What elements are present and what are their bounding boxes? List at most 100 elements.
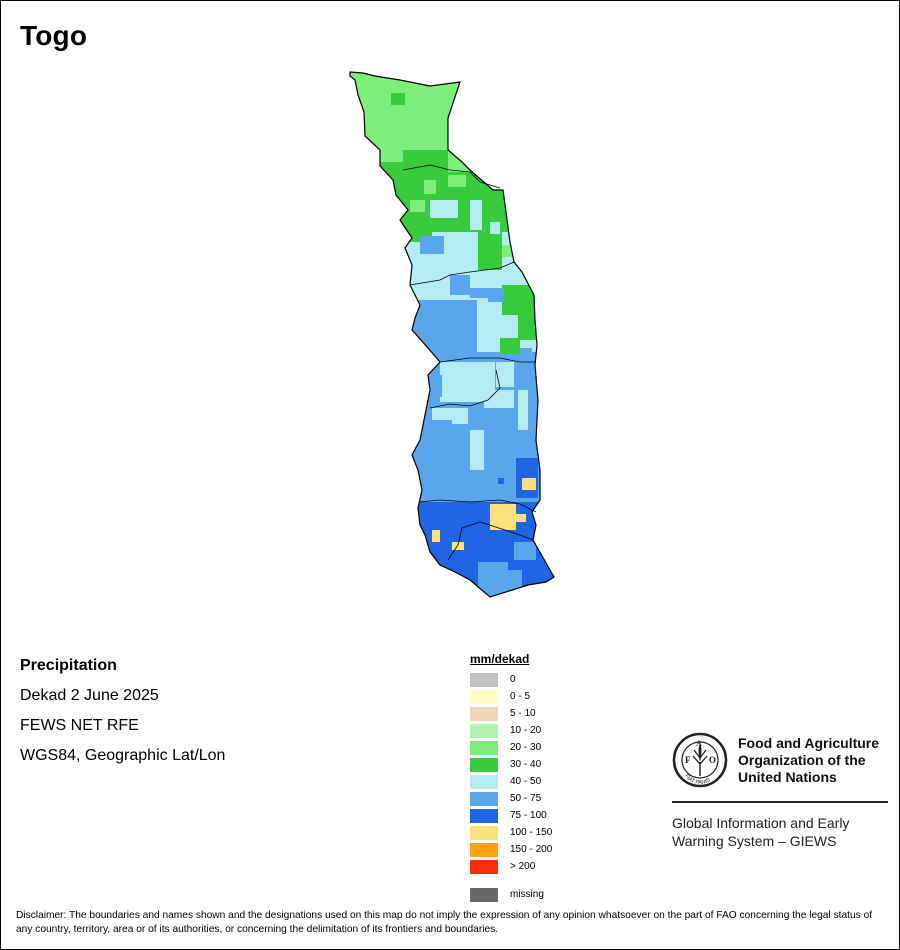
source-label: FEWS NET RFE: [20, 717, 139, 734]
cell: [496, 362, 514, 387]
togo-map: [349, 71, 555, 598]
cell: [518, 390, 528, 430]
legend-item: 100 - 150: [470, 824, 552, 841]
cell: [484, 390, 514, 408]
legend-title: mm/dekad: [470, 652, 530, 666]
legend-swatch: [470, 825, 498, 840]
cell: [391, 93, 405, 105]
cell: [440, 338, 470, 358]
fao-name-line: United Nations: [738, 769, 837, 785]
divider: [672, 801, 888, 803]
legend-label: > 200: [510, 861, 536, 872]
legend-label: 50 - 75: [510, 793, 542, 804]
region-boundary: [439, 357, 536, 363]
legend-item: 150 - 200: [470, 841, 552, 858]
legend-swatch: [470, 740, 498, 755]
legend-item: 75 - 100: [470, 807, 552, 824]
legend-item: 5 - 10: [470, 705, 552, 722]
region-boundary: [419, 499, 537, 513]
legend-swatch: [470, 672, 498, 687]
cell: [432, 530, 440, 542]
legend-swatch: [470, 808, 498, 823]
legend-item: 40 - 50: [470, 773, 552, 790]
legend-label: 20 - 30: [510, 742, 542, 753]
cell: [490, 504, 516, 530]
cell: [450, 275, 470, 295]
legend-label: 5 - 10: [510, 708, 536, 719]
cell: [498, 478, 504, 484]
legend-swatch: [470, 706, 498, 721]
legend-label: 40 - 50: [510, 776, 542, 787]
legend-swatch: [470, 842, 498, 857]
variable-label: Precipitation: [20, 657, 117, 674]
cell: [470, 430, 484, 470]
region-boundary: [402, 164, 501, 189]
region-boundary: [447, 521, 534, 561]
region-boundary: [409, 261, 515, 286]
cell: [448, 162, 473, 172]
cell: [420, 440, 430, 470]
cell: [403, 150, 448, 170]
cell: [514, 542, 536, 560]
region-boundary: [429, 369, 501, 409]
cell: [448, 175, 466, 187]
legend-label: 100 - 150: [510, 827, 553, 838]
legend-swatch: [470, 791, 498, 806]
legend-swatch: [470, 723, 498, 738]
legend-label: 0 - 5: [510, 691, 531, 702]
legend-item: 30 - 40: [470, 756, 552, 773]
legend-item: 0: [470, 671, 552, 688]
legend-swatch: [470, 774, 498, 789]
emblem-letter-a: A: [696, 739, 702, 748]
cell: [518, 310, 538, 340]
legend-label: 30 - 40: [510, 759, 542, 770]
cell: [410, 200, 425, 212]
cell: [424, 180, 436, 194]
legend-rows: 0 0 - 5 5 - 10 10 - 20 20 - 30 30 - 40 40 - 50…: [470, 671, 552, 875]
cell: [452, 408, 468, 424]
map-metadata: Precipitation Dekad 2 June 2025 FEWS NET…: [20, 656, 225, 776]
fao-name: Food and Agriculture Organization of the…: [738, 735, 879, 786]
legend-swatch: [470, 689, 498, 704]
legend-swatch: [470, 887, 498, 902]
legend-swatch: [470, 757, 498, 772]
cell: [488, 290, 504, 302]
giews-line: Global Information and Early: [672, 815, 850, 831]
emblem-letter-o: O: [709, 755, 716, 765]
cell: [420, 236, 444, 254]
legend-label: 0: [510, 674, 516, 685]
cell: [522, 478, 536, 490]
emblem-letter-f: F: [685, 755, 691, 765]
projection-label: WGS84, Geographic Lat/Lon: [20, 747, 226, 764]
legend-label: 150 - 200: [510, 844, 553, 855]
zone-30-40: [350, 162, 554, 232]
legend-item: > 200: [470, 858, 552, 875]
cell: [432, 408, 452, 420]
legend-item: 20 - 30: [470, 739, 552, 756]
cell: [520, 348, 532, 356]
legend-swatch: [470, 859, 498, 874]
map-title: Togo: [20, 20, 88, 51]
fao-name-line: Food and Agriculture: [738, 735, 880, 751]
disclaimer: Disclaimer: The boundaries and names sho…: [16, 910, 873, 935]
cell: [508, 570, 522, 590]
cell: [430, 200, 458, 218]
fao-name-line: Organization of the: [738, 752, 866, 768]
giews-label: Global Information and Early Warning Sys…: [672, 814, 849, 850]
legend-item: 0 - 5: [470, 688, 552, 705]
legend-item: 10 - 20: [470, 722, 552, 739]
cell: [500, 338, 520, 354]
legend-label: 75 - 100: [510, 810, 547, 821]
country-border: [349, 71, 555, 598]
legend-item-missing: missing: [470, 886, 552, 903]
cell: [490, 222, 500, 234]
cell: [430, 375, 442, 397]
cell: [470, 288, 502, 298]
fao-emblem-icon: F O A FIAT PANIS: [672, 732, 728, 788]
period-label: Dekad 2 June 2025: [20, 687, 159, 704]
legend-label: missing: [510, 889, 544, 900]
giews-line: Warning System – GIEWS: [672, 833, 837, 849]
legend: mm/dekad 0 0 - 5 5 - 10 10 - 20 20 - 30 30 - …: [470, 652, 552, 903]
legend-item: 50 - 75: [470, 790, 552, 807]
cell: [516, 514, 526, 522]
